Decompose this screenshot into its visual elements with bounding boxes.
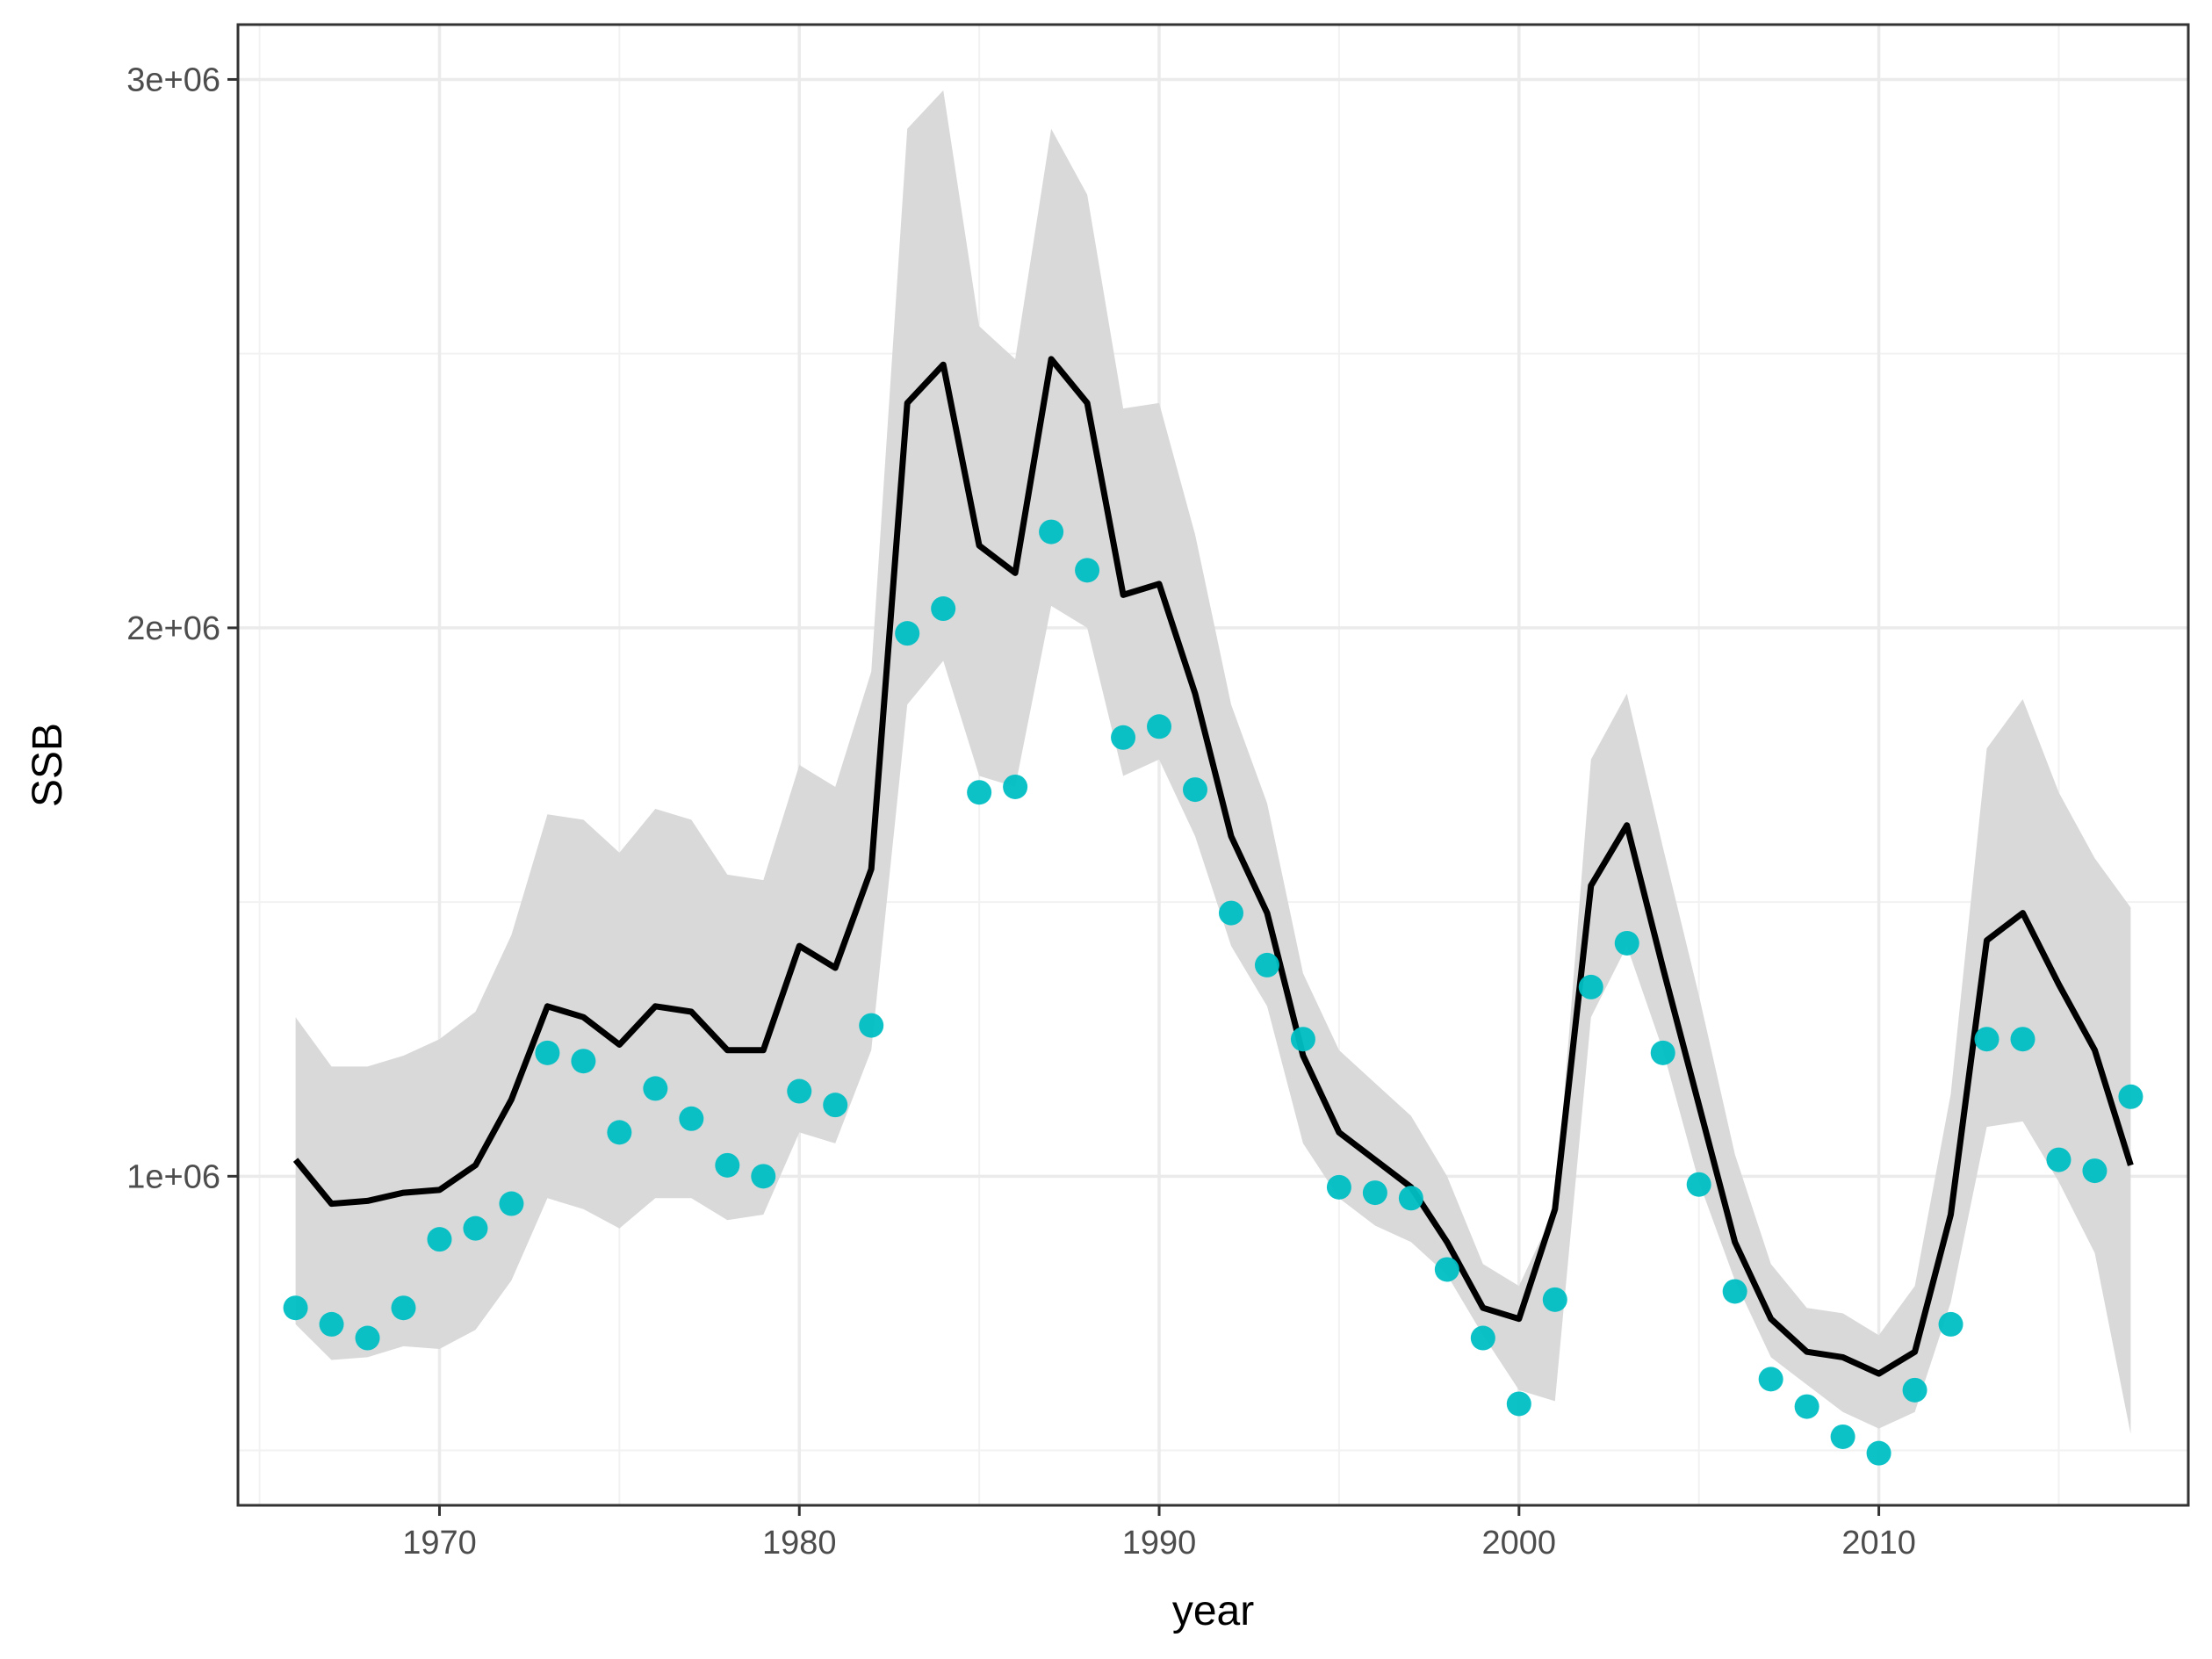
data-point (1794, 1394, 1819, 1419)
data-point (715, 1152, 740, 1178)
data-point (499, 1191, 524, 1216)
data-point (1650, 1040, 1675, 1065)
data-point (427, 1227, 452, 1252)
y-tick-label: 1e+06 (126, 1158, 220, 1195)
data-point (823, 1093, 848, 1118)
data-point (355, 1325, 380, 1351)
data-point (1003, 774, 1028, 799)
data-point (1075, 558, 1100, 583)
data-point (1686, 1172, 1711, 1197)
data-point (1938, 1311, 1963, 1337)
data-point (2118, 1084, 2144, 1109)
data-point (643, 1076, 668, 1101)
data-point (1434, 1257, 1459, 1282)
data-point (859, 1013, 884, 1038)
ssb-line (292, 356, 2134, 1377)
data-point (679, 1106, 704, 1131)
data-point (1506, 1391, 1531, 1417)
data-point (1326, 1174, 1351, 1200)
data-point (1830, 1424, 1855, 1449)
data-point (1183, 777, 1208, 803)
data-point (1866, 1440, 1891, 1466)
x-tick-label: 2010 (1841, 1525, 1916, 1562)
data-point (1470, 1325, 1495, 1351)
observed-points (283, 519, 2144, 1466)
data-point (787, 1078, 812, 1104)
data-point (751, 1164, 776, 1189)
y-axis-title: SSB (25, 723, 71, 807)
y-tick-label: 3e+06 (126, 61, 220, 98)
data-point (931, 596, 956, 622)
data-point (463, 1215, 488, 1241)
x-tick-label: 1980 (762, 1525, 837, 1562)
data-point (535, 1040, 560, 1065)
data-point (1218, 900, 1243, 926)
data-point (571, 1049, 596, 1074)
data-point (2082, 1158, 2108, 1184)
y-axis-ticks: 1e+06 2e+06 3e+06 (126, 61, 238, 1195)
x-axis-ticks: 1970 1980 1990 2000 2010 (402, 1505, 1916, 1562)
data-point (319, 1311, 344, 1337)
data-point (1758, 1367, 1783, 1392)
y-tick-label: 2e+06 (126, 610, 220, 647)
x-tick-label: 1970 (402, 1525, 477, 1562)
data-point (895, 621, 920, 646)
data-point (2046, 1147, 2071, 1172)
x-tick-label: 1990 (1122, 1525, 1197, 1562)
data-point (1039, 519, 1064, 545)
data-point (967, 780, 992, 805)
data-point (1542, 1287, 1567, 1312)
data-point (607, 1120, 632, 1145)
data-point (2010, 1027, 2035, 1052)
x-axis-title: year (1172, 1588, 1254, 1634)
data-point (283, 1295, 308, 1321)
x-tick-label: 2000 (1482, 1525, 1557, 1562)
data-point (1974, 1027, 1999, 1052)
data-point (1254, 952, 1279, 977)
data-point (1902, 1377, 1927, 1403)
data-point (1614, 930, 1639, 956)
minor-gridlines (238, 25, 2188, 1505)
panel-border (236, 23, 2190, 1507)
data-point (1722, 1279, 1747, 1304)
data-point (1362, 1180, 1387, 1206)
data-point (391, 1295, 416, 1321)
data-point (1147, 714, 1172, 739)
data-point (1111, 725, 1136, 750)
data-point (1290, 1027, 1315, 1052)
data-point (1398, 1186, 1423, 1211)
data-point (1578, 974, 1603, 999)
